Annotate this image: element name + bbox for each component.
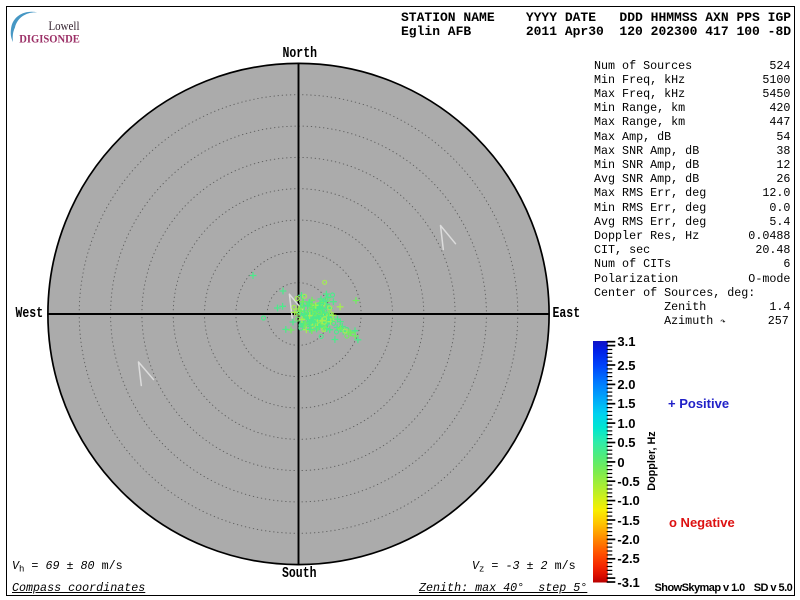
svg-text:DIGISONDE: DIGISONDE [19, 32, 80, 46]
svg-text:Doppler, Hz: Doppler, Hz [646, 431, 658, 491]
svg-text:Lowell: Lowell [49, 19, 80, 33]
